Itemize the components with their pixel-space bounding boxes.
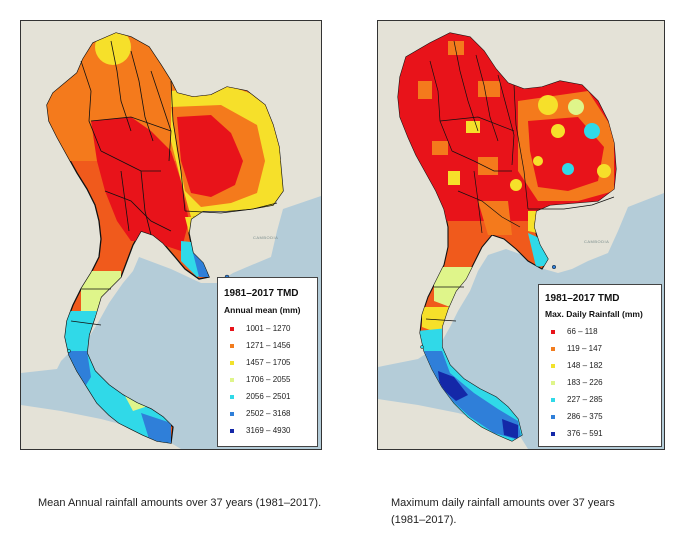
surrounding-land-south <box>21 405 181 449</box>
legend-swatch <box>551 329 555 334</box>
label-cambodia: CAMBODIA <box>253 235 278 240</box>
legend-subtitle: Annual mean (mm) <box>224 305 301 315</box>
surrounding-land-south <box>378 399 528 449</box>
legend-class-label: 1271 – 1456 <box>246 341 291 350</box>
legend-class: 2502 – 3168 <box>226 405 313 422</box>
label-cambodia: CAMBODIA <box>584 239 609 244</box>
legend-class-label: 3169 – 4930 <box>246 426 291 435</box>
legend-swatch <box>551 431 555 436</box>
legend-class: 286 – 375 <box>547 408 657 425</box>
legend-class-label: 119 – 147 <box>567 344 602 353</box>
province-boundaries <box>70 40 278 326</box>
legend-swatch <box>230 360 234 365</box>
legend-swatch <box>551 414 555 419</box>
legend-class: 183 – 226 <box>547 374 657 391</box>
island <box>551 264 557 270</box>
legend-class: 1271 – 1456 <box>226 337 313 354</box>
legend-class-label: 1001 – 1270 <box>246 324 291 333</box>
legend-class-list: 1001 – 1270 1271 – 1456 1457 – 1705 1706… <box>226 320 313 439</box>
legend-class-label: 148 – 182 <box>567 361 603 370</box>
legend-swatch <box>230 377 234 382</box>
legend-class: 227 – 285 <box>547 391 657 408</box>
legend-class-label: 1706 – 2055 <box>246 375 291 384</box>
annual-mean-legend: 1981–2017 TMD Annual mean (mm) 1001 – 12… <box>217 277 318 447</box>
legend-swatch <box>230 343 234 348</box>
legend-class: 148 – 182 <box>547 357 657 374</box>
legend-swatch <box>551 397 555 402</box>
legend-class-label: 2502 – 3168 <box>246 409 291 418</box>
legend-class: 66 – 118 <box>547 323 657 340</box>
max-daily-map-panel: CAMBODIA 1981–2017 TMD Max. Daily Rainfa… <box>377 20 665 450</box>
legend-class-label: 2056 – 2501 <box>246 392 291 401</box>
max-daily-legend: 1981–2017 TMD Max. Daily Rainfall (mm) 6… <box>538 284 662 447</box>
legend-swatch <box>230 394 234 399</box>
legend-class-label: 286 – 375 <box>567 412 603 421</box>
legend-class: 2056 – 2501 <box>226 388 313 405</box>
legend-class: 376 – 591 <box>547 425 657 442</box>
legend-title: 1981–2017 TMD <box>224 288 299 299</box>
max-daily-caption: Maximum daily rainfall amounts over 37 y… <box>391 497 615 526</box>
annual-mean-caption: Mean Annual rainfall amounts over 37 yea… <box>38 497 322 509</box>
legend-class: 3169 – 4930 <box>226 422 313 439</box>
island <box>67 349 71 353</box>
legend-swatch <box>551 380 555 385</box>
legend-class-label: 376 – 591 <box>567 429 603 438</box>
legend-subtitle: Max. Daily Rainfall (mm) <box>545 309 643 319</box>
legend-class: 1457 – 1705 <box>226 354 313 371</box>
legend-class: 119 – 147 <box>547 340 657 357</box>
legend-class-list: 66 – 118 119 – 147 148 – 182 183 – 226 2… <box>547 323 657 442</box>
legend-swatch <box>230 411 234 416</box>
legend-swatch <box>230 326 234 331</box>
province-boundaries <box>425 40 615 322</box>
legend-swatch <box>551 363 555 368</box>
legend-class-label: 227 – 285 <box>567 395 603 404</box>
legend-class: 1001 – 1270 <box>226 320 313 337</box>
legend-title: 1981–2017 TMD <box>545 293 620 304</box>
legend-class-label: 66 – 118 <box>567 327 598 336</box>
legend-class: 1706 – 2055 <box>226 371 313 388</box>
max-daily-map: CAMBODIA <box>378 21 664 449</box>
annual-mean-map-panel: CAMBODIA 1981–2017 TMD Annual mean (mm) … <box>20 20 322 450</box>
legend-class-label: 183 – 226 <box>567 378 603 387</box>
legend-swatch <box>230 428 234 433</box>
island <box>420 345 424 349</box>
annual-mean-map: CAMBODIA <box>21 21 321 449</box>
legend-class-label: 1457 – 1705 <box>246 358 291 367</box>
legend-swatch <box>551 346 555 351</box>
